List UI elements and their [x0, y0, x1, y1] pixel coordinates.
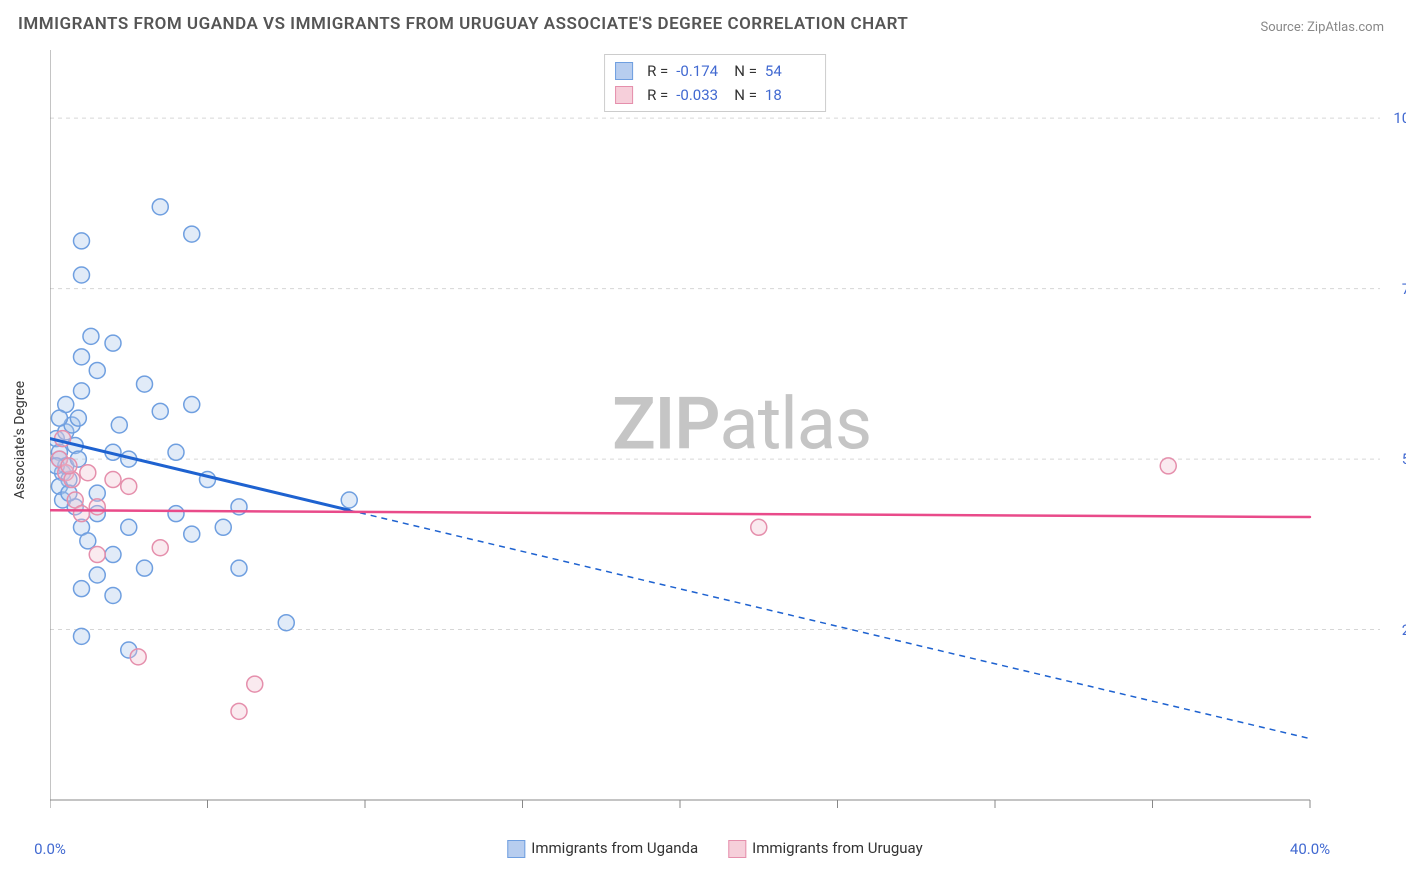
source-label: Source: ZipAtlas.com: [1260, 20, 1384, 35]
r-value: -0.033: [676, 83, 726, 107]
series-legend-item: Immigrants from Uruguay: [728, 839, 923, 858]
y-tick-label: 75.0%: [1402, 280, 1406, 298]
legend-swatch: [507, 840, 525, 858]
series-name: Immigrants from Uruguay: [752, 839, 923, 857]
series-legend: Immigrants from Uganda Immigrants from Ur…: [507, 839, 922, 858]
legend-swatch: [615, 86, 633, 104]
n-label: N =: [734, 59, 757, 83]
x-tick-label: 40.0%: [1290, 840, 1330, 858]
y-tick-label: 25.0%: [1402, 621, 1406, 639]
y-axis-label: Associate's Degree: [12, 381, 28, 499]
r-label: R =: [647, 83, 668, 107]
chart-title: IMMIGRANTS FROM UGANDA VS IMMIGRANTS FRO…: [18, 14, 908, 34]
series-name: Immigrants from Uganda: [531, 839, 698, 857]
scatter-plot: [50, 50, 1380, 830]
y-tick-label: 100.0%: [1393, 109, 1406, 127]
n-value: 54: [765, 59, 815, 83]
r-value: -0.174: [676, 59, 726, 83]
legend-swatch: [728, 840, 746, 858]
correlation-legend: R = -0.174 N = 54 R = -0.033 N = 18: [604, 54, 826, 112]
n-label: N =: [734, 83, 757, 107]
x-tick-label: 0.0%: [34, 840, 66, 858]
correlation-legend-row: R = -0.174 N = 54: [615, 59, 815, 83]
r-label: R =: [647, 59, 668, 83]
chart-area: Associate's Degree ZIPatlas R =-0.174N =…: [50, 50, 1380, 830]
series-legend-item: Immigrants from Uganda: [507, 839, 698, 858]
legend-swatch: [615, 62, 633, 80]
n-value: 18: [765, 83, 815, 107]
correlation-legend-row: R = -0.033 N = 18: [615, 83, 815, 107]
y-tick-label: 50.0%: [1402, 450, 1406, 468]
